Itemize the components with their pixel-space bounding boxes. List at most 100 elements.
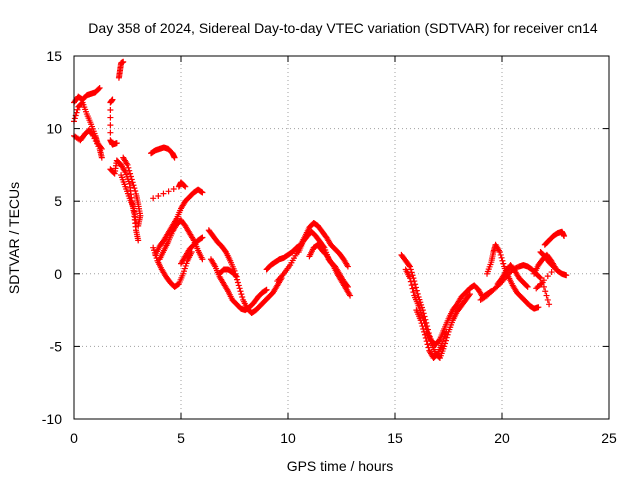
data-point <box>128 176 135 183</box>
series-track-c <box>71 127 105 161</box>
y-tick-label: 0 <box>54 266 62 282</box>
data-point <box>127 173 134 180</box>
x-tick-labels: 0 5 10 15 20 25 <box>70 430 617 446</box>
data-point <box>500 260 507 267</box>
data-point <box>180 270 187 277</box>
data-point <box>239 294 246 301</box>
data-point <box>91 135 98 142</box>
data-point <box>407 266 414 273</box>
plot-frame <box>73 55 610 420</box>
data-point <box>92 138 99 145</box>
data-point <box>344 282 351 289</box>
data-point <box>539 279 546 286</box>
series-track-k <box>150 244 195 290</box>
data-point <box>199 189 206 196</box>
data-point <box>183 260 190 267</box>
x-tick-label: 10 <box>280 430 296 446</box>
data-point <box>421 331 428 338</box>
data-point <box>171 154 178 161</box>
data-point <box>107 129 114 136</box>
data-point <box>232 272 239 279</box>
grid-lines <box>74 56 609 419</box>
data-point <box>466 292 473 299</box>
data-point <box>74 106 81 113</box>
data-point <box>95 143 102 150</box>
data-point <box>544 296 551 303</box>
data-point <box>94 140 101 147</box>
series-track-g <box>118 172 140 226</box>
data-point <box>535 304 542 311</box>
data-point <box>543 292 550 299</box>
data-point <box>466 291 473 298</box>
data-point <box>538 280 545 287</box>
y-tick-label: 15 <box>46 48 62 64</box>
data-point <box>180 268 187 275</box>
data-point <box>423 338 430 345</box>
series-track-s <box>274 219 351 285</box>
data-point <box>125 164 132 171</box>
data-point <box>124 161 131 168</box>
data-point <box>127 170 134 177</box>
series-track-d <box>107 96 120 148</box>
data-point <box>120 58 127 65</box>
data-points <box>71 58 570 362</box>
data-point <box>199 256 206 263</box>
data-point <box>498 254 505 261</box>
data-point <box>419 323 426 330</box>
data-point <box>155 192 162 199</box>
data-point <box>563 272 570 279</box>
x-axis-label: GPS time / hours <box>287 458 394 474</box>
data-point <box>424 341 431 348</box>
series-track-h <box>120 154 144 229</box>
series-track-e <box>115 58 127 81</box>
data-point <box>235 282 242 289</box>
data-point <box>131 185 138 192</box>
data-point <box>347 292 354 299</box>
data-point <box>96 84 103 91</box>
data-point <box>406 262 413 269</box>
data-point <box>107 122 114 129</box>
data-point <box>536 274 543 281</box>
data-point <box>135 222 142 229</box>
data-point <box>107 114 114 121</box>
data-point <box>499 257 506 264</box>
data-point <box>71 115 78 122</box>
data-point <box>238 291 245 298</box>
data-point <box>497 251 504 258</box>
data-point <box>540 283 547 290</box>
data-point <box>552 264 559 271</box>
y-tick-label: -10 <box>42 411 62 427</box>
data-point <box>413 287 420 294</box>
data-point <box>410 289 417 296</box>
series-track-j <box>150 179 189 202</box>
data-point <box>496 249 503 256</box>
data-point <box>150 195 157 202</box>
data-point <box>181 182 188 189</box>
data-point <box>422 334 429 341</box>
data-point <box>170 186 177 193</box>
series-track-ab <box>541 228 568 248</box>
data-point <box>436 337 443 344</box>
y-tick-label: 10 <box>46 121 62 137</box>
y-tick-label: 5 <box>54 193 62 209</box>
data-point <box>113 140 120 147</box>
data-point <box>135 237 142 244</box>
series-track-o <box>205 227 285 317</box>
data-point <box>98 154 105 161</box>
series-track-p <box>207 256 270 314</box>
data-point <box>129 179 136 186</box>
data-point <box>409 285 416 292</box>
series-track-n <box>178 234 206 267</box>
data-point <box>443 328 450 335</box>
y-axis-label: SDTVAR / TECUs <box>6 182 22 294</box>
data-point <box>412 284 419 291</box>
data-point <box>524 283 531 290</box>
data-point <box>406 275 413 282</box>
data-point <box>233 273 240 280</box>
data-point <box>418 320 425 327</box>
data-point <box>107 99 114 106</box>
data-point <box>537 275 544 282</box>
series-track-x <box>413 307 450 362</box>
y-tick-label: -5 <box>50 338 63 354</box>
